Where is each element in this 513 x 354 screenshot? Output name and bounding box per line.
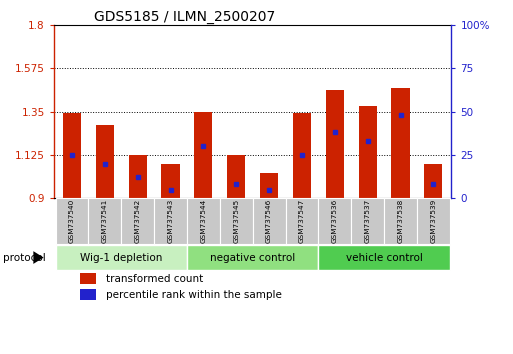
Text: GSM737547: GSM737547 (299, 199, 305, 244)
Text: GSM737540: GSM737540 (69, 199, 75, 244)
Bar (351, 198, 384, 244)
Text: GSM737537: GSM737537 (365, 199, 371, 244)
Bar (55, 198, 88, 244)
Bar (384, 198, 417, 244)
Bar (80, 289, 96, 300)
Text: GSM737539: GSM737539 (430, 199, 437, 244)
Bar (227, 155, 245, 198)
Bar (162, 164, 180, 198)
Bar (424, 164, 442, 198)
Polygon shape (33, 251, 44, 264)
Bar (187, 245, 319, 270)
Bar (319, 198, 351, 244)
Text: transformed count: transformed count (106, 274, 203, 284)
Bar (55, 245, 187, 270)
Bar (96, 125, 114, 198)
Bar (129, 155, 147, 198)
Bar (154, 198, 187, 244)
Text: GSM737536: GSM737536 (332, 199, 338, 244)
Bar (121, 198, 154, 244)
Bar (63, 113, 81, 198)
Bar (80, 273, 96, 284)
Bar (252, 198, 286, 244)
Text: GSM737543: GSM737543 (168, 199, 173, 244)
Bar (286, 198, 319, 244)
Text: GDS5185 / ILMN_2500207: GDS5185 / ILMN_2500207 (93, 10, 275, 24)
Text: GSM737545: GSM737545 (233, 199, 239, 244)
Text: GSM737538: GSM737538 (398, 199, 404, 244)
Text: GSM737546: GSM737546 (266, 199, 272, 244)
Bar (194, 112, 212, 198)
Text: protocol: protocol (3, 252, 45, 263)
Text: Wig-1 depletion: Wig-1 depletion (80, 252, 163, 263)
Text: negative control: negative control (210, 252, 295, 263)
Bar (187, 198, 220, 244)
Bar (326, 90, 344, 198)
Bar (260, 173, 278, 198)
Bar (417, 198, 450, 244)
Bar (319, 245, 450, 270)
Text: GSM737544: GSM737544 (201, 199, 206, 244)
Bar (220, 198, 252, 244)
Bar (359, 106, 377, 198)
Bar (293, 113, 311, 198)
Bar (88, 198, 121, 244)
Text: GSM737541: GSM737541 (102, 199, 108, 244)
Text: GSM737542: GSM737542 (134, 199, 141, 244)
Text: percentile rank within the sample: percentile rank within the sample (106, 290, 282, 300)
Text: vehicle control: vehicle control (346, 252, 423, 263)
Bar (391, 88, 409, 198)
